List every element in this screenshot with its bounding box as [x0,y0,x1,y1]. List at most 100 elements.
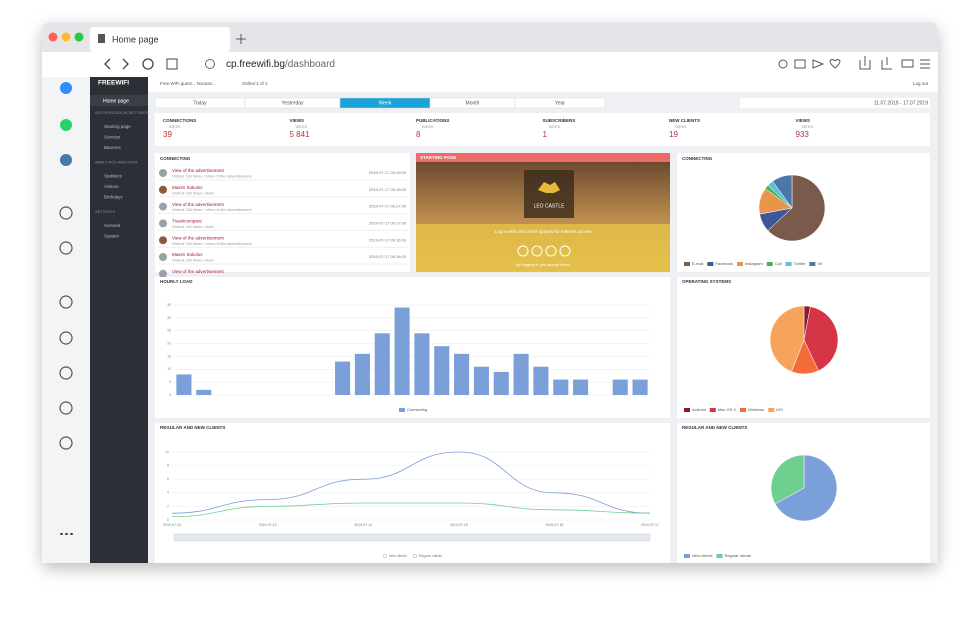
social-button[interactable] [517,245,529,257]
feed-detail: Visited 138 times / View of the advertis… [172,241,253,246]
series-line [171,502,651,517]
bar [196,389,212,395]
nav-item[interactable]: Starting page [104,124,131,129]
panel-title: CONNECTING [682,156,713,161]
legend-swatch [684,262,690,266]
toolbar-icons[interactable] [778,56,930,70]
feed-detail: Visited 138 times / Auth [172,190,214,195]
active-item [90,95,148,106]
sidebar-icon[interactable] [59,331,73,345]
period-label: Month [466,100,480,106]
close-button[interactable] [48,32,58,42]
stat-period: WEEK [422,124,434,129]
minimize-button[interactable] [61,32,71,42]
nav-item[interactable]: System [104,234,119,239]
sidebar-icon[interactable] [59,436,73,450]
sidebar-icon[interactable] [60,82,72,94]
x-tick-label: 2019-07-12 [163,523,181,527]
sidebar-icon[interactable] [59,241,73,255]
bar [414,333,430,395]
panel [155,153,410,272]
legend-label: Windows [748,407,764,412]
panel-title: REGULAR AND NEW CLIENTS [160,425,225,430]
stat-value: 8 [416,130,421,139]
online: Online:1 of 1 [242,81,268,86]
y-tick-label: 25 [167,329,171,333]
legend-label: Android [692,407,706,412]
stat-period: WEEK [549,124,561,129]
period-label: Today [193,100,207,106]
feed-title[interactable]: View of the advertisement [172,235,224,240]
legend-label: Regular clients [419,554,442,558]
new-tab[interactable] [236,34,246,44]
reload[interactable] [142,58,154,70]
zoom-button[interactable] [74,32,84,42]
feed-title[interactable]: Maxim Sokolov [172,252,203,257]
legend-label: Facebook [715,261,733,266]
sidebar-icon[interactable] [60,154,72,166]
bar [533,366,549,395]
feed-icon [159,236,167,245]
period-label: Yesterday [281,100,304,106]
sidebar-icon[interactable] [60,119,72,131]
legend-swatch [709,408,716,412]
logout[interactable]: Log out [913,81,929,86]
feed-title[interactable]: View of the advertisement [172,202,224,207]
stat-value: 5 841 [290,130,311,139]
sidebar-icon[interactable] [59,366,73,380]
bar [513,353,529,395]
pie-slice [803,306,839,372]
feed-icon [159,219,167,228]
feed-time: 2019-07-17 09:17:00 [369,204,407,209]
tab[interactable] [90,27,230,52]
bar [493,371,509,395]
panel [155,277,670,418]
nav-item[interactable]: Home page [103,98,129,104]
speed-dial[interactable] [166,58,178,70]
feed-title[interactable]: Maxim Sokolov [172,185,203,190]
sidebar-icon[interactable] [59,295,73,309]
y-tick-label: 2 [167,504,169,508]
stat-label: PUBLICATIONS [416,118,449,123]
feed-detail: Visited 138 times / Auth [172,224,214,229]
legend-label: VK [817,261,823,266]
social-button[interactable] [545,245,557,257]
legend-marker [382,553,388,559]
social-button[interactable] [531,245,543,257]
pie-slice [772,174,793,209]
top-bar [148,77,938,92]
site-icon [205,59,215,69]
nav-item[interactable]: Visitors [104,184,119,189]
y-tick-label: 4 [167,491,169,495]
feed-title[interactable]: View of the advertisement [172,168,224,173]
feed-detail: Visited 138 times / View of the advertis… [172,207,253,212]
date-input[interactable] [740,98,930,108]
panel-title: OPERATING SYSTEMS [682,279,731,284]
pie-slice [767,174,826,242]
terms[interactable]: By logging in you accept terms [516,262,570,267]
y-tick-label: 35 [167,303,171,307]
feed-icon [159,185,167,194]
sidebar-icon[interactable] [59,401,73,415]
location[interactable]: Free WiFi guest... Noceas... [160,81,216,86]
nav-item[interactable]: Birthdays [104,195,124,200]
social-button[interactable] [559,245,571,257]
nav-item[interactable]: Statistics [104,174,123,179]
feed-title[interactable]: Travelcompare [172,219,202,224]
nav-item[interactable]: Surveys [104,135,121,140]
app-sidebar [90,77,148,563]
y-tick-label: 10 [167,367,171,371]
y-tick-label: 0 [169,393,171,397]
url[interactable]: cp.freewifi.bg/dashboard [226,59,335,70]
sidebar-icon[interactable] [59,206,73,220]
feed-title[interactable]: View of the advertisement [172,269,224,274]
legend-swatch [809,262,816,266]
nav-arrows[interactable] [104,58,129,70]
range-slider[interactable] [173,533,651,542]
nav-item[interactable]: Banners [104,145,122,150]
legend-swatch [736,262,743,266]
bar [454,353,470,395]
period-tab[interactable] [514,97,606,109]
nav-item[interactable]: General [104,223,120,228]
overlay [416,224,670,272]
